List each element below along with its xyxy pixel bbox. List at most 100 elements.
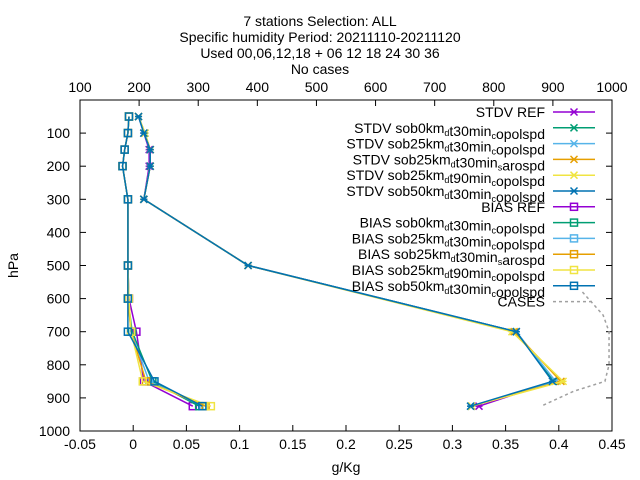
y-tick-label: 100	[47, 125, 71, 141]
x2-tick-label: 400	[246, 79, 270, 95]
legend-entry: BIAS sob50kmdt30mincopolspd	[352, 278, 595, 300]
data-point	[548, 377, 557, 386]
y-tick-label: 500	[47, 258, 71, 274]
x-axis-label: g/Kg	[332, 459, 361, 475]
data-point	[123, 327, 133, 336]
x-tick-label: 0.45	[598, 436, 625, 452]
legend-label: STDV sob25kmdt30minsarospd	[353, 151, 545, 173]
legend-entry: BIAS sob25kmdt90mincopolspd	[352, 262, 595, 284]
title-line: 7 stations Selection: ALL	[243, 13, 397, 29]
series-line	[121, 116, 212, 407]
series-line	[540, 291, 610, 407]
legend-label: STDV sob0kmdt30mincopolspd	[354, 120, 545, 142]
left-axis-ticks: 100 200 300 400 500 600 700 800 900 1000	[39, 125, 612, 439]
x2-tick-label: 200	[127, 79, 151, 95]
legend-marker	[569, 155, 579, 164]
y-tick-label: 800	[47, 357, 71, 373]
data-point	[559, 377, 568, 386]
x-tick-label: 0.4	[549, 436, 569, 452]
x-tick-label: 0.05	[173, 436, 200, 452]
series-12	[540, 291, 610, 407]
x2-tick-label: 100	[68, 79, 92, 95]
data-point	[139, 195, 148, 204]
x-tick-label: 0.35	[492, 436, 519, 452]
series-line	[121, 116, 206, 407]
data-point	[123, 261, 133, 270]
y-tick-label: 900	[47, 390, 71, 406]
legend-marker	[569, 171, 579, 180]
x2-tick-label: 1000	[596, 79, 627, 95]
series-8	[118, 112, 208, 411]
x-tick-label: 0.25	[386, 436, 413, 452]
data-point	[124, 112, 134, 121]
y-tick-label: 400	[47, 224, 71, 240]
y-tick-label: 700	[47, 324, 71, 340]
legend-marker	[569, 281, 579, 291]
legend-entry: BIAS REF	[481, 199, 595, 215]
legend-entry: STDV REF	[476, 104, 595, 120]
legend-label: STDV sob25kmdt90mincopolspd	[346, 167, 545, 189]
x-tick-label: 0.15	[279, 436, 306, 452]
data-point	[150, 377, 159, 386]
x-tick-label: -0.05	[64, 436, 96, 452]
legend-entry: STDV sob50kmdt30mincopolspd	[346, 183, 595, 205]
x2-tick-label: 800	[482, 79, 506, 95]
series-5	[134, 112, 557, 411]
legend-label: CASES	[498, 294, 545, 310]
legend-label: BIAS REF	[481, 199, 545, 215]
y-tick-label: 200	[47, 158, 71, 174]
data-point	[512, 327, 521, 336]
legend-entry: CASES	[498, 294, 595, 310]
series-11	[118, 112, 207, 411]
legend-marker	[569, 186, 579, 196]
x2-tick-label: 600	[364, 79, 388, 95]
legend-marker	[569, 107, 579, 117]
plot-frame	[79, 99, 613, 432]
x2-tick-label: 300	[187, 79, 211, 95]
legend-marker	[569, 139, 579, 148]
legend-label: STDV sob25kmdt30mincopolspd	[346, 136, 545, 158]
legend-marker	[569, 265, 579, 275]
legend-label: BIAS sob0kmdt30mincopolspd	[360, 215, 545, 237]
x-tick-label: 0.3	[443, 436, 463, 452]
y-tick-label: 1000	[39, 423, 70, 439]
x-tick-label: 0.2	[336, 436, 356, 452]
y-tick-label: 600	[47, 291, 71, 307]
data-point	[123, 128, 133, 138]
legend-marker	[569, 234, 579, 243]
title-line: Specific humidity Period: 20211110-20211…	[179, 29, 460, 45]
legend-label: BIAS sob50kmdt30mincopolspd	[352, 278, 545, 300]
data-point	[118, 161, 127, 171]
x2-tick-label: 500	[305, 79, 329, 95]
data-point	[139, 129, 148, 138]
x2-tick-label: 700	[423, 79, 447, 95]
legend-label: BIAS sob25kmdt30mincopolspd	[352, 230, 545, 252]
legend-entry: STDV sob25kmdt30minsarospd	[353, 151, 595, 173]
legend-marker	[569, 202, 579, 212]
series-layer	[118, 112, 610, 411]
data-point	[244, 261, 253, 270]
series-9	[118, 112, 210, 411]
data-point	[134, 112, 143, 121]
legend-entry: STDV sob0kmdt30mincopolspd	[354, 120, 595, 142]
legend-label: BIAS sob25kmdt30minsarospd	[358, 246, 545, 268]
data-point	[123, 195, 133, 204]
legend-label: STDV sob50kmdt30mincopolspd	[346, 183, 545, 205]
bottom-axis-ticks: -0.05 0 0.05 0.1 0.15 0.2 0.25 0.3 0.35 0.4 0.45	[64, 425, 626, 452]
y-tick-label: 300	[47, 191, 71, 207]
data-point	[123, 294, 133, 303]
series-line	[121, 116, 204, 407]
series-line	[121, 116, 200, 407]
x-tick-label: 0.1	[230, 436, 250, 452]
data-point	[466, 402, 475, 411]
legend-entry: STDV sob25kmdt90mincopolspd	[346, 167, 595, 189]
legend-label: BIAS sob25kmdt90mincopolspd	[352, 262, 545, 284]
title-line: Used 00,06,12,18 + 06 12 18 24 30 36	[200, 45, 440, 61]
x2-tick-label: 900	[541, 79, 565, 95]
top-axis-ticks: 100 200 300 400 500 600 700 800 900 1000	[68, 79, 628, 106]
legend-entry: BIAS sob0kmdt30mincopolspd	[360, 215, 595, 237]
data-point	[146, 145, 155, 154]
series-line	[121, 116, 194, 407]
